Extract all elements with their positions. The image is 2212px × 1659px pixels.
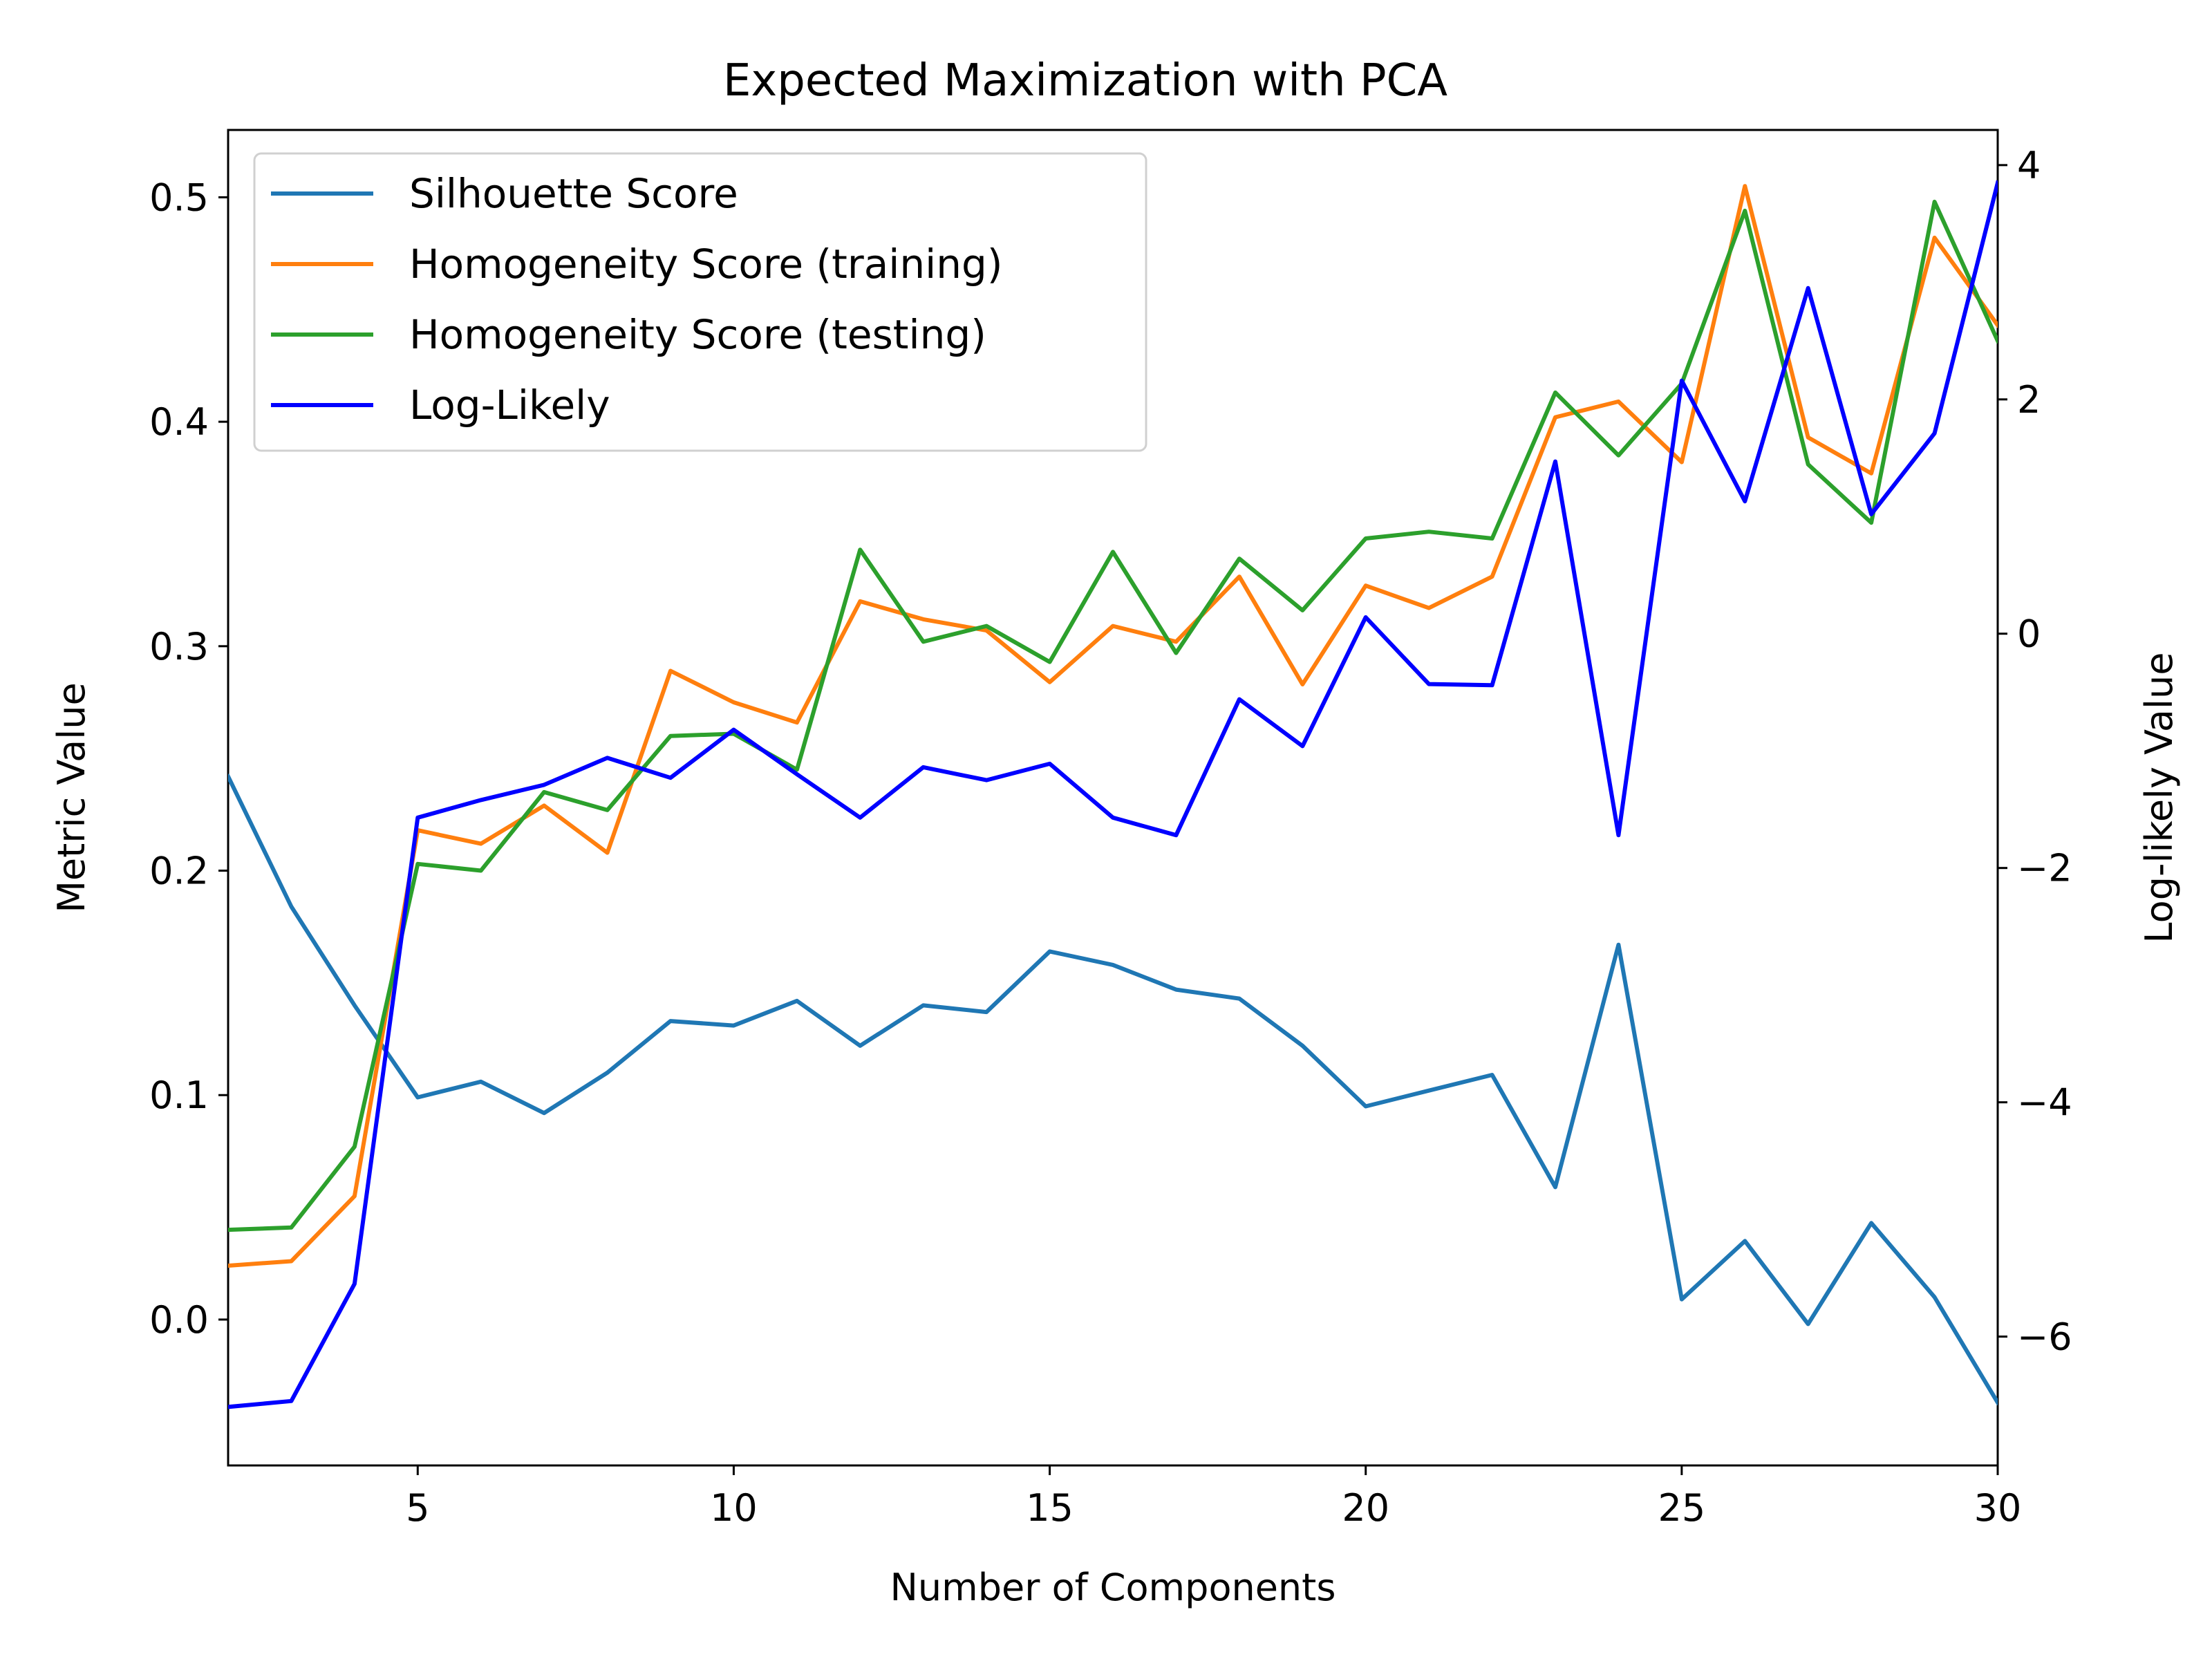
y-tick-label: 0.3 [149, 625, 209, 668]
y2-tick-label: 2 [2017, 378, 2041, 422]
x-tick-label: 25 [1658, 1486, 1705, 1530]
x-tick-label: 20 [1342, 1486, 1389, 1530]
x-axis-label: Number of Components [890, 1566, 1336, 1609]
y2-axis-label: Log-likely Value [2137, 653, 2181, 944]
right-y-axis: −6 −4 −2 0 2 4 [1998, 144, 2072, 1359]
legend: Silhouette Score Homogeneity Score (train… [253, 152, 1147, 452]
series-line-homogeneity-score-testing [228, 199, 1998, 1232]
series-line-silhouette-score [228, 774, 1998, 1406]
y2-tick-label: 0 [2017, 612, 2041, 656]
plot-frame [227, 129, 1999, 1467]
y-tick-label: 0.1 [149, 1074, 209, 1117]
y-tick-label: 0.5 [149, 176, 209, 219]
x-tick-label: 15 [1026, 1486, 1074, 1530]
y-tick-label: 0.4 [149, 400, 209, 444]
legend-label: Homogeneity Score (testing) [409, 311, 986, 358]
y-tick-label: 0.2 [149, 850, 209, 893]
x-tick-label: 10 [710, 1486, 758, 1530]
series-line-log-likely [228, 180, 1998, 1409]
legend-label: Homogeneity Score (training) [409, 241, 1002, 288]
chart-title: Expected Maximization with PCA [723, 55, 1447, 106]
y2-tick-label: −4 [2017, 1081, 2072, 1125]
y-tick-label: 0.0 [149, 1298, 209, 1342]
x-tick-label: 30 [1974, 1486, 2022, 1530]
legend-box [253, 152, 1147, 452]
y2-tick-label: 4 [2017, 144, 2041, 187]
x-tick-label: 5 [406, 1486, 429, 1530]
series-lines [228, 180, 1998, 1409]
x-axis: 5 10 15 20 25 30 [406, 1465, 2021, 1530]
y2-tick-label: −6 [2017, 1315, 2072, 1359]
y2-tick-label: −2 [2017, 847, 2072, 890]
legend-label: Log-Likely [409, 382, 610, 429]
left-y-axis: 0.0 0.1 0.2 0.3 0.4 0.5 [149, 176, 228, 1342]
legend-label: Silhouette Score [409, 170, 738, 217]
y-axis-label: Metric Value [50, 682, 93, 912]
